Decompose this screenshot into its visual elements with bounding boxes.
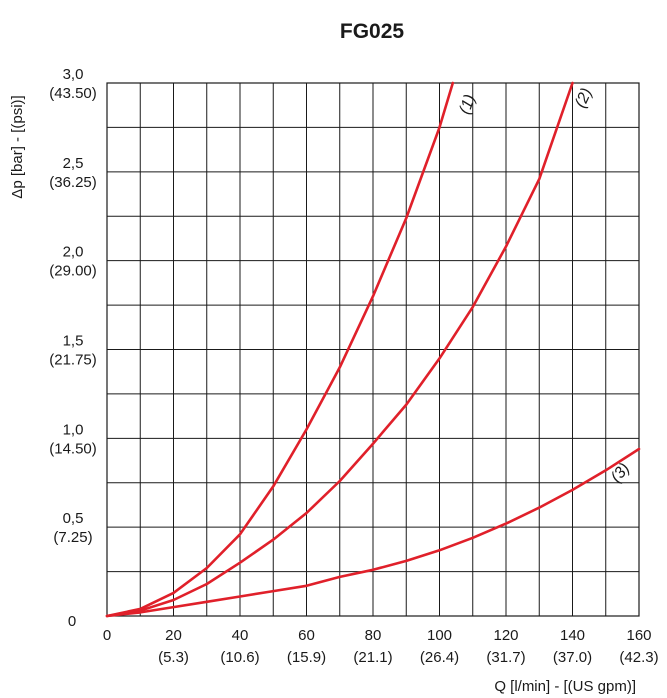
y-tick-label: 0 [68,613,76,630]
y-tick-label: 3,0 [63,66,84,83]
x-axis-ticks: 0 20 (5.3) 40 (10.6) 60 (15.9) 80 (21.1) 100 (26.4… [103,627,659,666]
x-tick-sublabel: (15.9) [287,649,326,666]
series-label-3: (3) [608,460,634,486]
series-line-2 [105,81,574,618]
x-tick-sublabel: (21.1) [353,649,392,666]
y-tick-label: 1,5 [63,333,84,350]
series-line-1 [105,81,455,618]
series-label-1: (1) [456,92,479,116]
x-tick-sublabel: (37.0) [553,649,592,666]
x-tick-sublabel: (5.3) [158,649,189,666]
series-line-3 [105,447,641,618]
x-tick-sublabel: (31.7) [486,649,525,666]
x-tick-label: 20 [165,627,182,644]
series-label-2: (2) [572,86,596,111]
x-tick-label: 140 [560,627,585,644]
y-tick-sublabel: (7.25) [53,529,92,546]
y-tick-sublabel: (43.50) [49,85,97,102]
y-axis-ticks: 0 0,5 (7.25) 1,0 (14.50) 1,5 (21.75) 2,0 (29.00)… [49,66,97,630]
x-tick-sublabel: (10.6) [220,649,259,666]
x-tick-label: 40 [232,627,249,644]
x-tick-label: 0 [103,627,111,644]
x-tick-label: 120 [493,627,518,644]
y-tick-sublabel: (29.00) [49,263,97,280]
x-tick-sublabel: (26.4) [420,649,459,666]
y-tick-label: 2,5 [63,155,84,172]
x-tick-label: 80 [365,627,382,644]
x-tick-label: 60 [298,627,315,644]
grid-lines [107,83,639,616]
x-axis-label: Q [l/min] - [(US gpm)] [494,678,636,695]
x-tick-label: 100 [427,627,452,644]
y-tick-label: 2,0 [63,244,84,261]
y-tick-label: 0,5 [63,510,84,527]
y-tick-sublabel: (21.75) [49,352,97,369]
y-axis-label: Δp [bar] - [(psi)] [9,95,26,198]
x-tick-sublabel: (42.3) [619,649,658,666]
y-tick-label: 1,0 [63,421,84,438]
series-group [105,81,641,618]
plot-frame [106,82,640,617]
x-tick-label: 160 [626,627,651,644]
y-tick-sublabel: (14.50) [49,440,97,457]
chart-title: FG025 [340,20,405,43]
y-tick-sublabel: (36.25) [49,174,97,191]
